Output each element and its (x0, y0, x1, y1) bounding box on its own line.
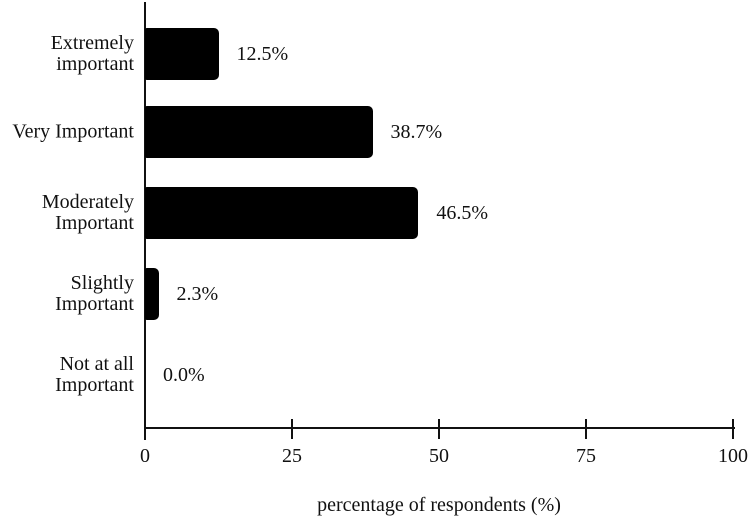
x-axis-tick (585, 419, 587, 439)
x-axis-tick (144, 419, 146, 439)
x-axis-tick-label: 100 (718, 445, 748, 467)
x-axis-tick-label: 75 (576, 445, 596, 467)
bar (145, 187, 419, 239)
value-label: 46.5% (436, 202, 489, 224)
x-axis-tick (291, 419, 293, 439)
bar (145, 268, 159, 320)
bar (145, 28, 219, 80)
x-axis-tick-label: 50 (429, 445, 449, 467)
x-axis-tick (732, 419, 734, 439)
x-axis-tick-label: 0 (140, 445, 150, 467)
category-label: Moderately Important (41, 191, 134, 234)
x-axis-tick-label: 25 (282, 445, 302, 467)
value-label: 38.7% (390, 121, 443, 143)
x-axis-title: percentage of respondents (%) (317, 494, 561, 516)
value-label: 12.5% (236, 43, 289, 65)
category-label: Extremely important (50, 32, 134, 75)
bar (145, 106, 373, 158)
value-label: 2.3% (176, 283, 219, 305)
x-axis-tick (438, 419, 440, 439)
category-label: Very Important (12, 120, 134, 143)
category-label: Not at all Important (55, 353, 134, 396)
value-label: 0.0% (163, 364, 205, 386)
category-label: Slightly Important (55, 272, 134, 315)
